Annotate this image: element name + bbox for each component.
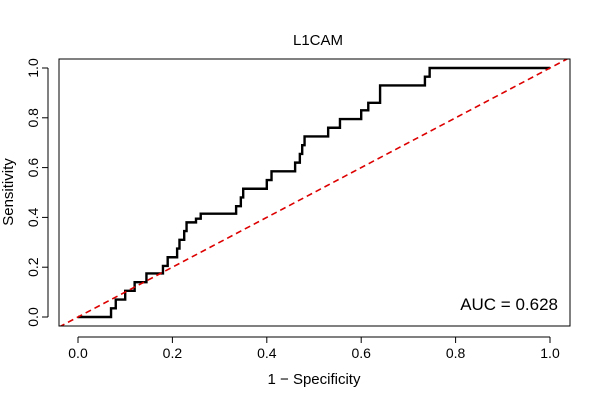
x-tick-label: 0.8 <box>446 345 466 361</box>
plot-area <box>58 58 571 327</box>
y-tick-label: 1.0 <box>25 58 41 78</box>
chart-title: L1CAM <box>293 32 343 49</box>
y-axis-label: Sensitivity <box>0 158 17 226</box>
y-tick-label: 0.0 <box>25 307 41 327</box>
x-tick-label: 0.2 <box>163 345 183 361</box>
reference-diagonal-line <box>59 59 569 326</box>
roc-curve-line <box>78 66 550 319</box>
x-tick-label: 1.0 <box>540 345 560 361</box>
auc-annotation: AUC = 0.628 <box>460 295 558 314</box>
x-tick-label: 0.6 <box>351 345 371 361</box>
y-tick-label: 0.4 <box>25 207 41 227</box>
y-axis: 0.0 0.2 0.4 0.6 0.8 1.0 <box>25 58 49 327</box>
x-tick-label: 0.4 <box>257 345 277 361</box>
x-tick-label: 0.0 <box>68 345 88 361</box>
plot-frame <box>58 58 571 327</box>
y-tick-label: 0.8 <box>25 108 41 128</box>
x-axis: 0.0 0.2 0.4 0.6 0.8 1.0 <box>68 336 560 361</box>
x-axis-label: 1 − Specificity <box>268 371 361 388</box>
y-tick-label: 0.6 <box>25 158 41 178</box>
y-tick-label: 0.2 <box>25 257 41 277</box>
